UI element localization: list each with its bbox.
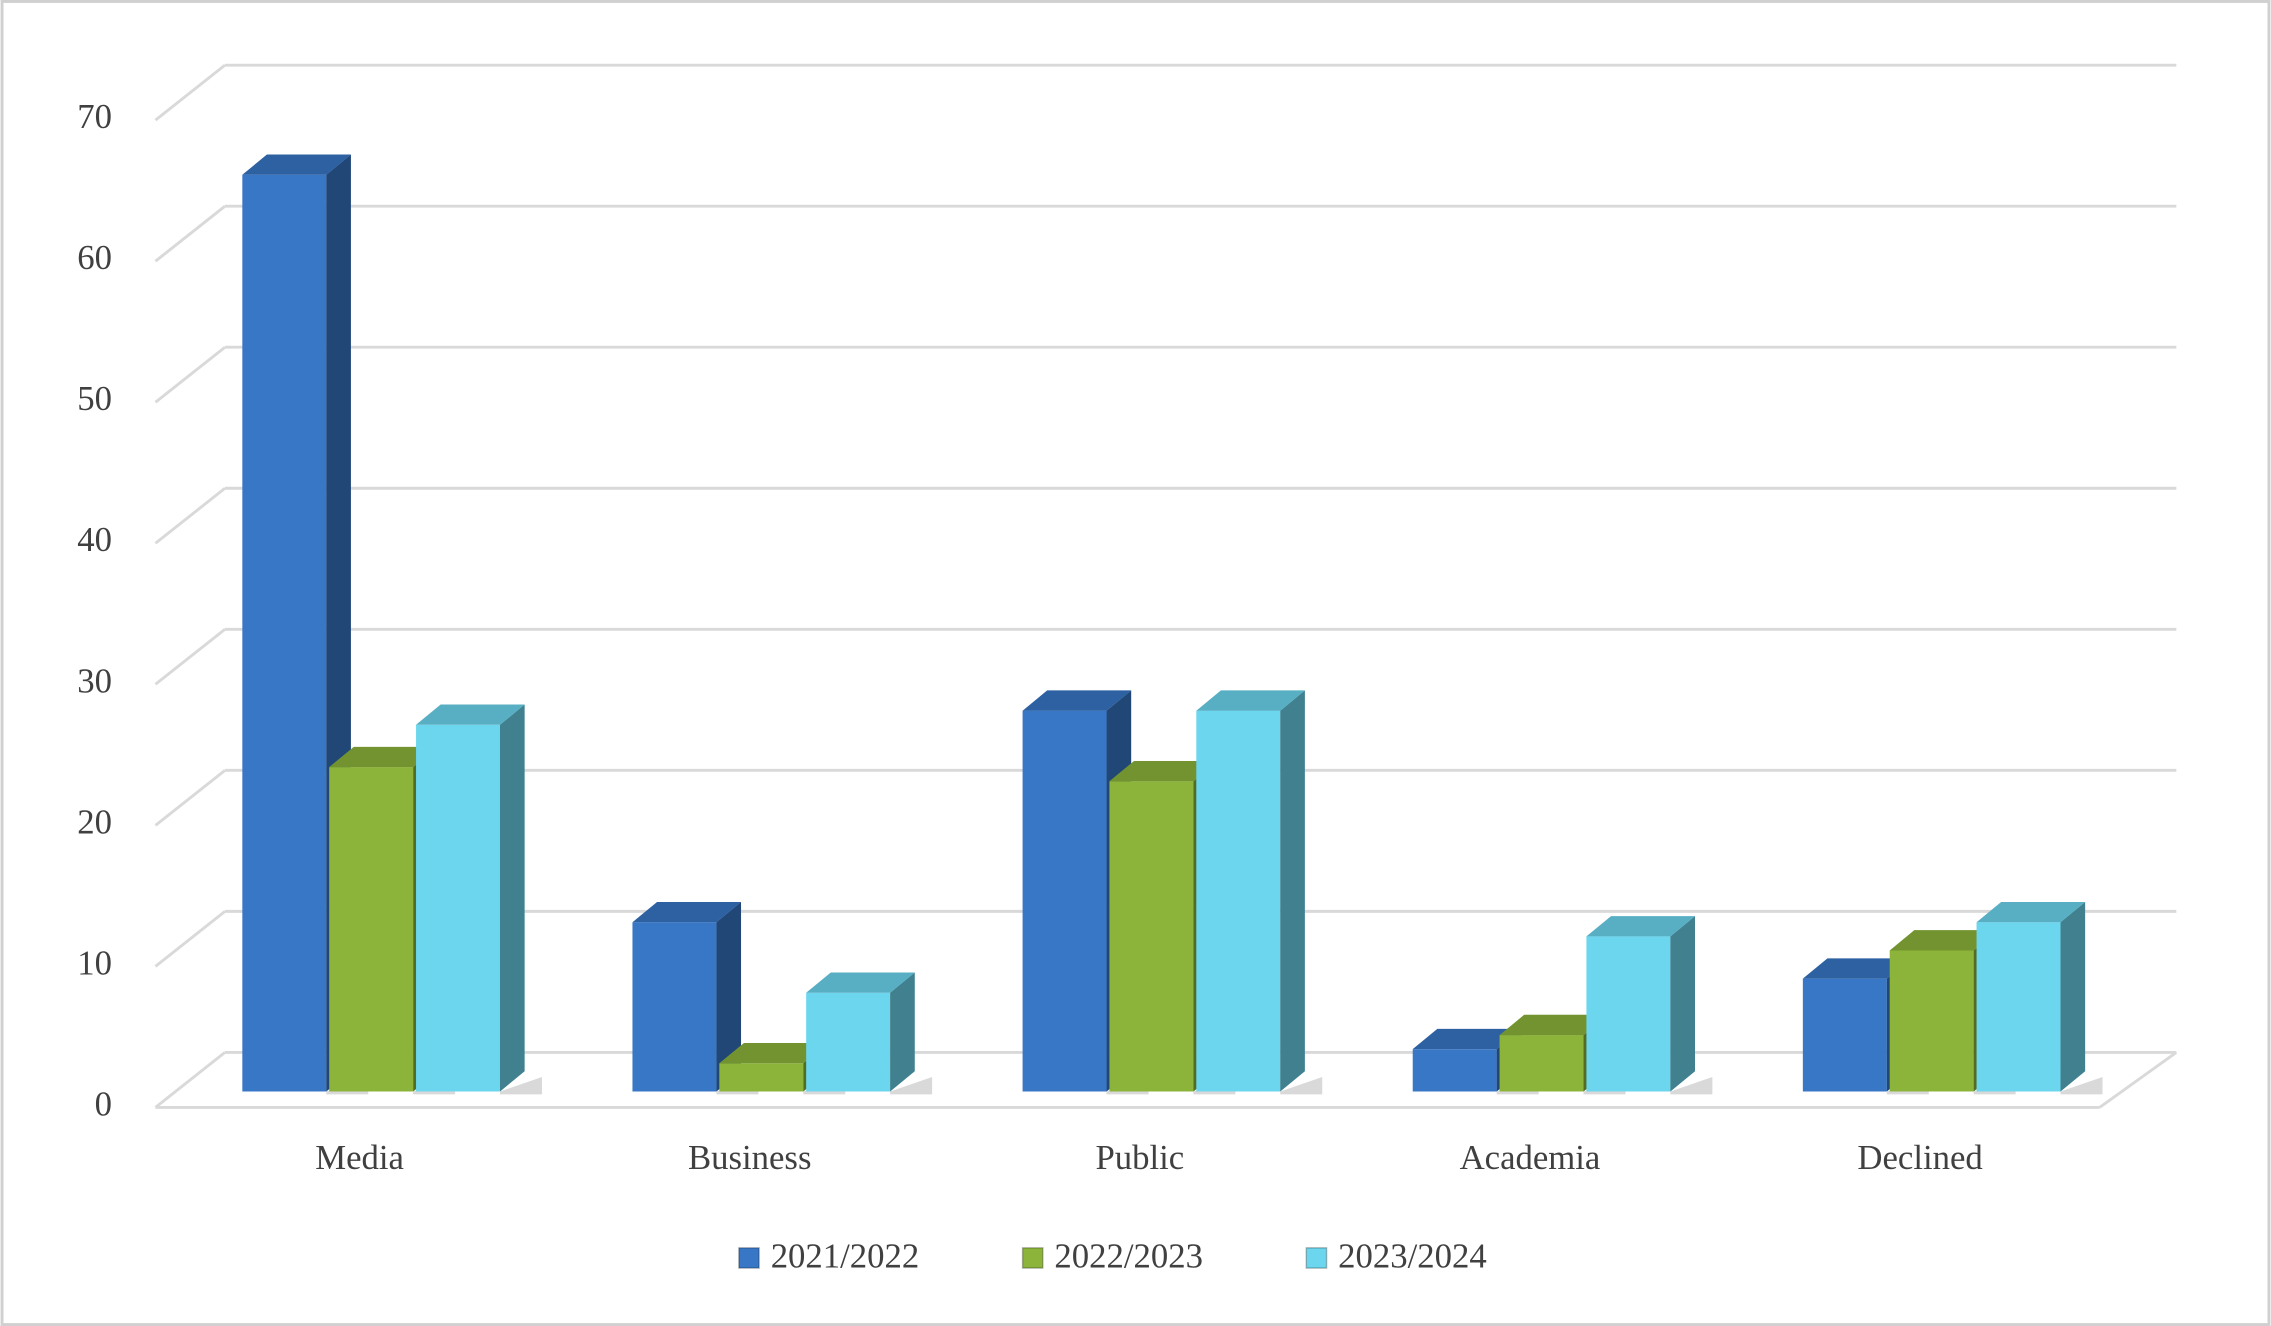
bar-top-shade bbox=[1802, 958, 1912, 979]
bar-side bbox=[890, 972, 915, 1092]
bar-top bbox=[1412, 1028, 1522, 1050]
bar-top-shade bbox=[1586, 916, 1695, 937]
bar-top bbox=[806, 972, 915, 993]
bar-top bbox=[632, 901, 742, 923]
bar-top-shade bbox=[1976, 901, 2086, 923]
x-tick-label: Declined bbox=[1857, 1138, 1982, 1177]
floor-right bbox=[2098, 1051, 2178, 1109]
bar-top bbox=[1976, 901, 2086, 923]
bar-top-shade bbox=[632, 901, 742, 923]
bar-side-shade bbox=[500, 704, 525, 1092]
bar-top-shade bbox=[1196, 690, 1305, 711]
x-tick-label: Academia bbox=[1460, 1138, 1601, 1177]
y-tick-label: 0 bbox=[95, 1084, 112, 1123]
bar-side-shade bbox=[1670, 916, 1695, 1092]
bar-top-shade bbox=[1022, 690, 1132, 711]
bar-top bbox=[1586, 916, 1695, 937]
bar-side-shade bbox=[2060, 901, 2086, 1092]
legend-swatch bbox=[738, 1247, 760, 1269]
bar bbox=[1586, 936, 1671, 1092]
bar bbox=[1889, 950, 1974, 1092]
bar bbox=[1802, 978, 1887, 1092]
bar bbox=[1196, 710, 1281, 1092]
bar bbox=[719, 1063, 804, 1092]
grid-side bbox=[154, 769, 226, 827]
bar-side bbox=[500, 704, 525, 1092]
legend-swatch bbox=[1021, 1247, 1044, 1269]
bar bbox=[1976, 922, 2061, 1092]
bar-top bbox=[329, 746, 438, 768]
bar-shadow bbox=[1280, 1077, 1323, 1095]
bar-side bbox=[1280, 690, 1305, 1092]
bar bbox=[1109, 781, 1194, 1092]
bar bbox=[242, 174, 327, 1092]
y-tick-label: 40 bbox=[77, 520, 112, 559]
bar-top-shade bbox=[242, 154, 351, 175]
bar bbox=[416, 724, 501, 1092]
y-tick-label: 10 bbox=[77, 943, 112, 982]
grid-side bbox=[154, 910, 226, 968]
bar-top-shade bbox=[1412, 1028, 1522, 1050]
bar-top-shade bbox=[1499, 1014, 1609, 1036]
bar-shadow bbox=[500, 1077, 542, 1095]
bar-side bbox=[716, 901, 742, 1092]
grid-side bbox=[154, 64, 226, 122]
bar-side-shade bbox=[716, 901, 742, 1092]
bar-top-shade bbox=[1889, 930, 1999, 951]
bar-top bbox=[1802, 958, 1912, 979]
bar bbox=[1412, 1049, 1497, 1092]
bar-top bbox=[416, 704, 525, 725]
legend-label: 2023/2024 bbox=[1338, 1236, 1487, 1275]
bar-shadow bbox=[1670, 1077, 1713, 1095]
x-tick-label: Business bbox=[688, 1138, 812, 1177]
y-tick-label: 60 bbox=[77, 238, 112, 277]
bar-shadow bbox=[2060, 1077, 2103, 1095]
bar bbox=[1022, 710, 1107, 1092]
legend-label: 2021/2022 bbox=[771, 1236, 920, 1275]
bar-side bbox=[1670, 916, 1695, 1092]
y-tick-label: 70 bbox=[77, 97, 112, 136]
y-tick-label: 50 bbox=[77, 379, 112, 418]
bar-shadow bbox=[890, 1077, 933, 1095]
bar-top bbox=[1109, 760, 1219, 782]
x-tick-label: Media bbox=[315, 1138, 404, 1177]
bar bbox=[632, 922, 717, 1092]
bar-top bbox=[1889, 930, 1999, 951]
bar-top-shade bbox=[719, 1043, 828, 1064]
bar-top-shade bbox=[416, 704, 525, 725]
grid-side bbox=[154, 1051, 226, 1109]
bar-top bbox=[1499, 1014, 1609, 1036]
bar-side-shade bbox=[890, 972, 915, 1092]
bar-side-shade bbox=[1280, 690, 1305, 1092]
bar-side bbox=[2060, 901, 2086, 1092]
bar-top bbox=[719, 1043, 828, 1064]
bar bbox=[806, 992, 891, 1092]
bar-top bbox=[1196, 690, 1305, 711]
y-tick-label: 20 bbox=[77, 802, 112, 841]
bar bbox=[329, 767, 414, 1092]
y-tick-label: 30 bbox=[77, 661, 112, 700]
grid-side bbox=[154, 346, 226, 404]
x-tick-label: Public bbox=[1095, 1138, 1184, 1177]
legend-swatch bbox=[1305, 1247, 1328, 1269]
bar bbox=[1499, 1035, 1584, 1092]
bar-top-shade bbox=[1109, 760, 1219, 782]
grid-side bbox=[154, 628, 226, 686]
grid-side bbox=[154, 487, 226, 545]
bar-top bbox=[1022, 690, 1132, 711]
grid-side bbox=[154, 205, 226, 263]
bar-top-shade bbox=[329, 746, 438, 768]
bar-top bbox=[242, 154, 351, 175]
bar-top-shade bbox=[806, 972, 915, 993]
legend-label: 2022/2023 bbox=[1054, 1236, 1203, 1275]
